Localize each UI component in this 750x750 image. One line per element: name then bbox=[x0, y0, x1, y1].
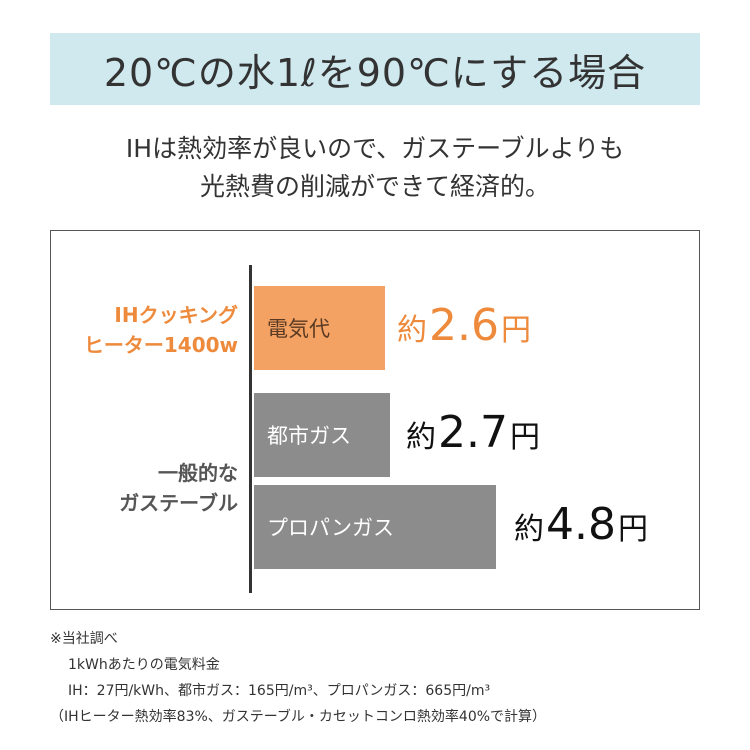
footnote-rates: IH：27円/kWh、都市ガス：165円/m³、プロパンガス：665円/m³ bbox=[68, 683, 491, 699]
bar-label-propane-gas: プロパンガス bbox=[267, 516, 395, 540]
value-prefix: 約 bbox=[514, 512, 544, 547]
value-prefix: 約 bbox=[397, 313, 427, 348]
chart-axis-line bbox=[249, 265, 252, 593]
group-label-gas-line-2: ガステーブル bbox=[119, 491, 238, 515]
bar-electricity: 電気代 bbox=[254, 286, 385, 370]
value-unit: 円 bbox=[500, 313, 531, 348]
subtitle: IHは熱効率が良いので、ガステーブルよりも 光熱費の削減ができて経済的。 bbox=[0, 130, 750, 206]
footnote-source: ※当社調べ bbox=[50, 631, 118, 647]
group-label-ih-line-1: IHクッキング bbox=[114, 303, 238, 327]
chart-frame bbox=[50, 230, 700, 610]
group-label-gas: 一般的な ガステーブル bbox=[119, 458, 238, 518]
bar-propane-gas: プロパンガス bbox=[254, 485, 496, 569]
bar-label-electricity: 電気代 bbox=[267, 317, 330, 341]
subtitle-line-2: 光熱費の削減ができて経済的。 bbox=[199, 172, 550, 201]
footnote-basis: 1kWhあたりの電気料金 bbox=[68, 657, 220, 673]
group-label-gas-line-1: 一般的な bbox=[158, 461, 238, 485]
group-label-ih-line-2: ヒーター1400w bbox=[83, 333, 238, 357]
group-label-ih: IHクッキング ヒーター1400w bbox=[84, 300, 238, 360]
value-label-propane-gas: 約 4.8 円 bbox=[514, 499, 648, 550]
value-number: 2.6 bbox=[429, 300, 499, 351]
page-title: 20℃の水1ℓを90℃にする場合 bbox=[103, 50, 647, 95]
footnotes: ※当社調べ 1kWhあたりの電気料金 IH：27円/kWh、都市ガス：165円/… bbox=[50, 626, 546, 730]
value-number: 2.7 bbox=[438, 407, 508, 458]
bar-city-gas: 都市ガス bbox=[254, 393, 390, 477]
value-unit: 円 bbox=[509, 420, 540, 455]
subtitle-line-1: IHは熱効率が良いので、ガステーブルよりも bbox=[125, 134, 625, 163]
title-banner: 20℃の水1ℓを90℃にする場合 bbox=[50, 33, 700, 105]
value-number: 4.8 bbox=[546, 499, 616, 550]
footnote-efficiency: （IHヒーター熱効率83%、ガステーブル・カセットコンロ熱効率40%で計算） bbox=[50, 709, 547, 725]
bar-label-city-gas: 都市ガス bbox=[267, 424, 351, 448]
value-unit: 円 bbox=[617, 512, 648, 547]
value-label-electricity: 約 2.6 円 bbox=[397, 300, 531, 351]
value-label-city-gas: 約 2.7 円 bbox=[406, 407, 540, 458]
value-prefix: 約 bbox=[406, 420, 436, 455]
